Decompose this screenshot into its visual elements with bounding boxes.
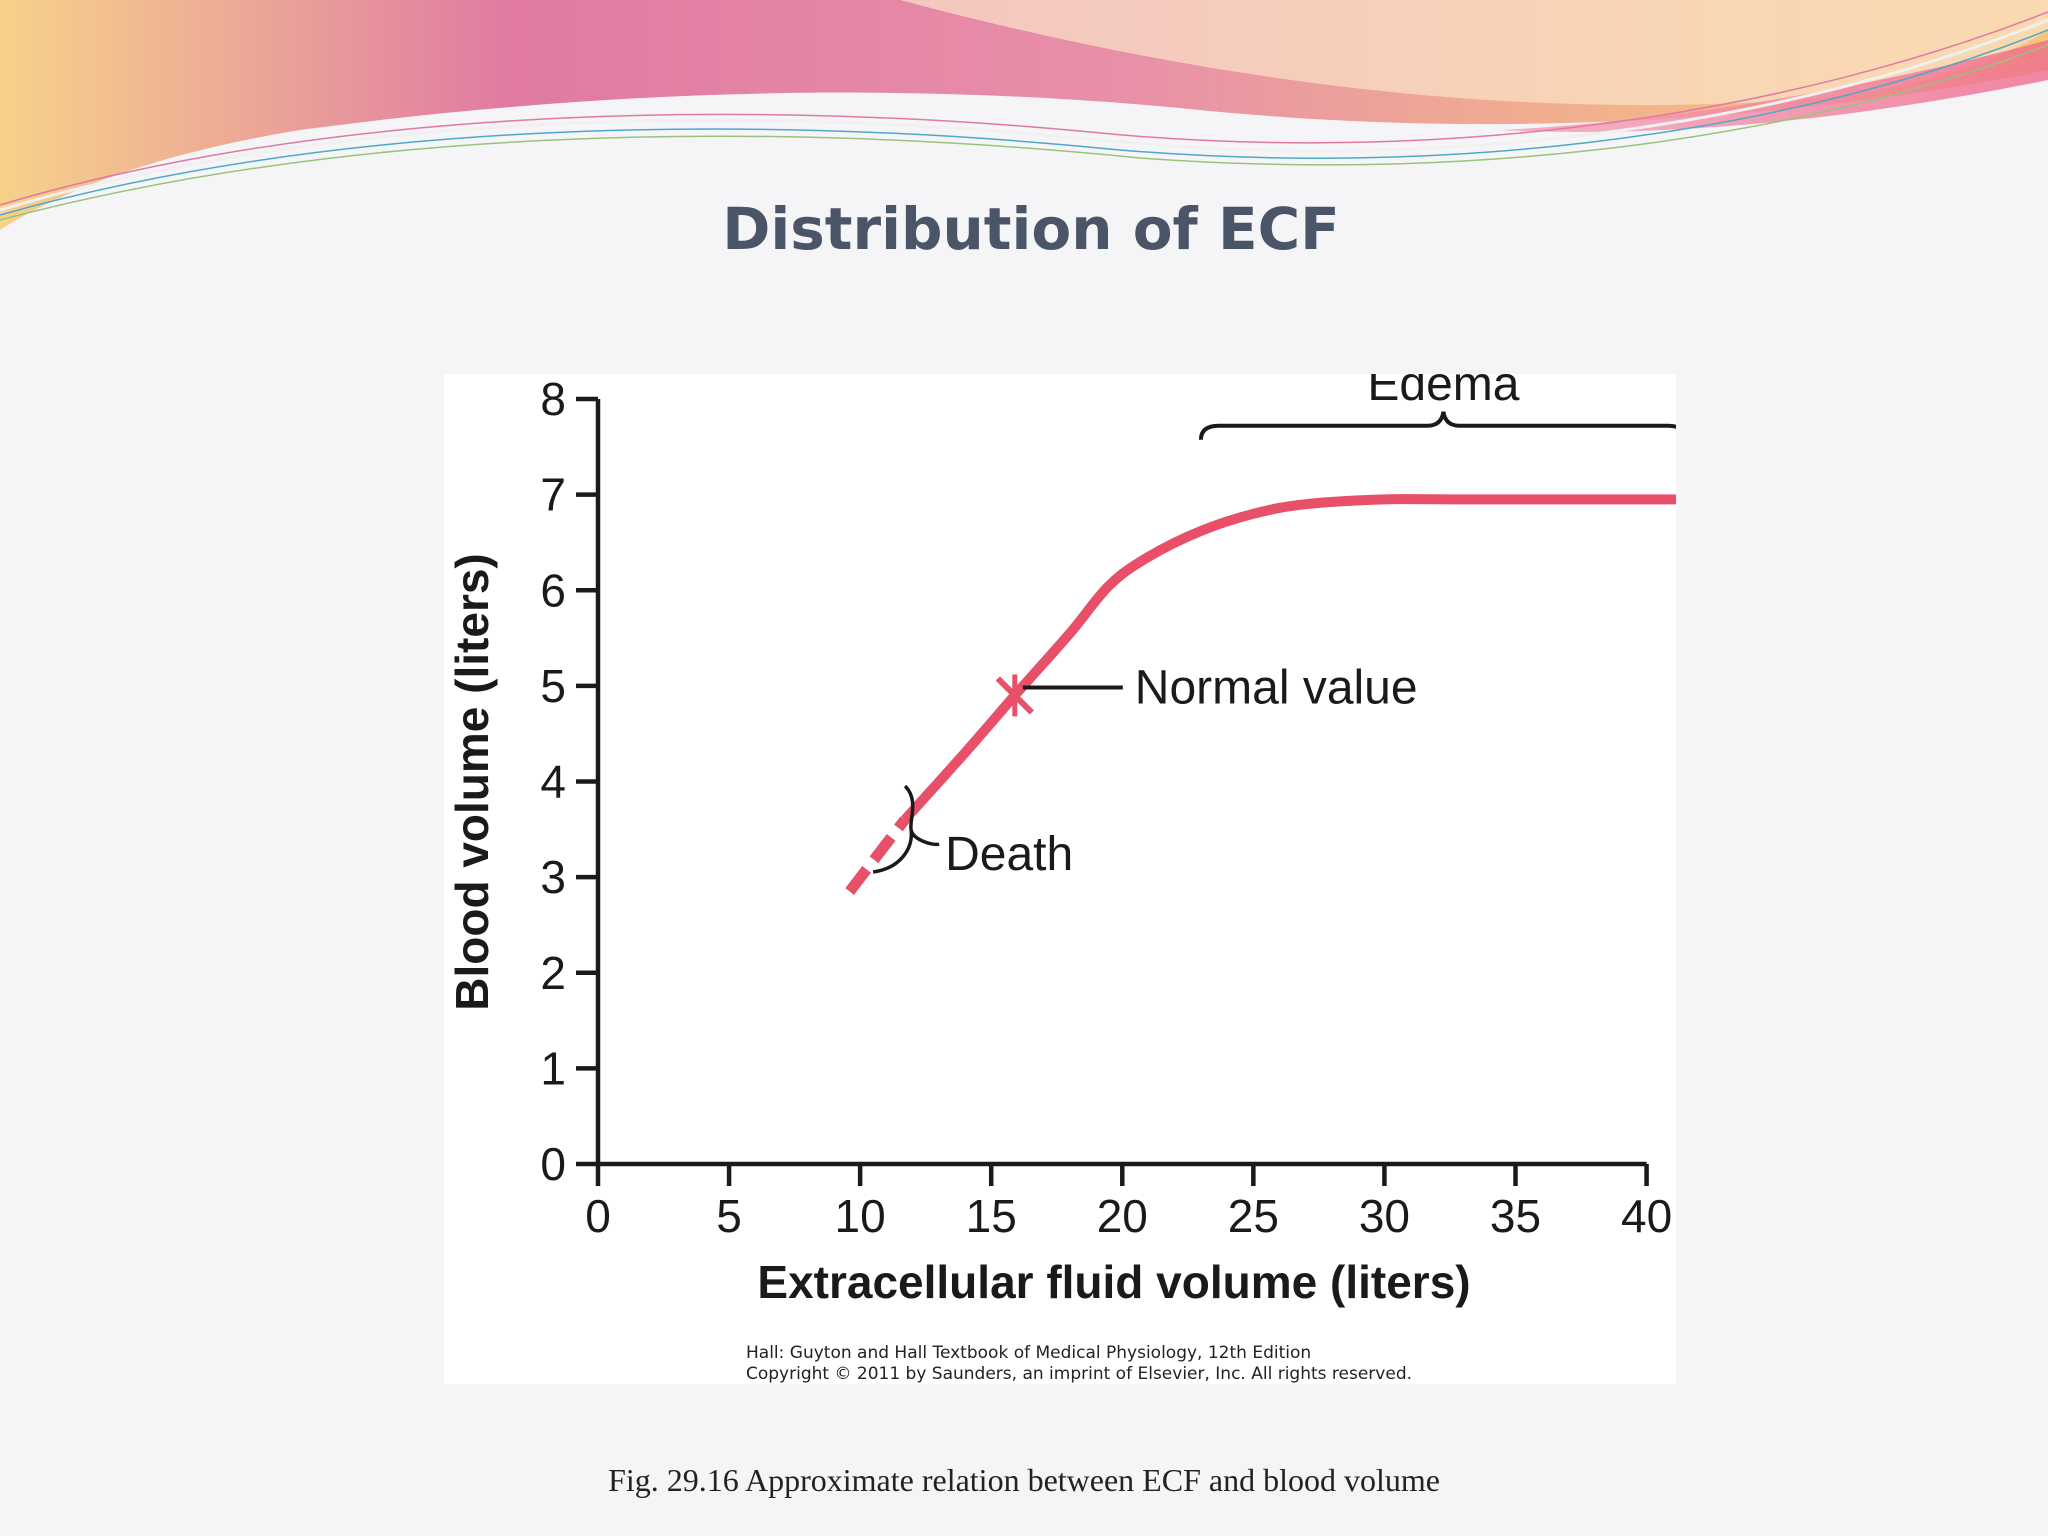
x-tick-label: 10: [835, 1190, 886, 1242]
credit-line-2: Copyright © 2011 by Saunders, an imprint…: [746, 1364, 1412, 1384]
y-tick-label: 7: [540, 469, 566, 521]
y-tick-label: 4: [540, 756, 566, 808]
y-tick-label: 6: [540, 564, 566, 616]
y-tick-label: 3: [540, 851, 566, 903]
x-tick-label: 40: [1621, 1190, 1672, 1242]
figure-panel: 0 5 10 15 20 25 30 35 40 0 1 2 3 4 5 6 7 8 Edema Normal v…: [444, 374, 1676, 1384]
x-tick-label: 35: [1490, 1190, 1541, 1242]
death-brace: [872, 784, 940, 874]
axes: [595, 399, 1647, 1167]
credit-line-1: Hall: Guyton and Hall Textbook of Medica…: [746, 1343, 1311, 1363]
y-tick-label: 5: [540, 660, 566, 712]
death-label: Death: [945, 828, 1073, 881]
edema-brace: [1198, 411, 1676, 440]
x-tick-label: 30: [1359, 1190, 1410, 1242]
curve-dashed-segment: [845, 816, 910, 895]
x-tick-label: 5: [716, 1190, 742, 1242]
x-axis-label: Extracellular fluid volume (liters): [757, 1256, 1470, 1308]
y-tick-label: 1: [540, 1042, 566, 1094]
y-tick-label: 0: [540, 1138, 566, 1190]
x-tick-label: 25: [1228, 1190, 1279, 1242]
curve-group: [845, 494, 1676, 895]
slide-title: Distribution of ECF: [722, 195, 1340, 263]
normal-value-label: Normal value: [1135, 661, 1418, 714]
y-tick-label: 8: [540, 374, 566, 425]
x-tick-label: 20: [1097, 1190, 1148, 1242]
x-tick-label: 0: [585, 1190, 611, 1242]
figure-caption: Fig. 29.16 Approximate relation between …: [608, 1462, 1440, 1498]
x-tick-label: 15: [966, 1190, 1017, 1242]
edema-label: Edema: [1367, 374, 1519, 411]
ticks: 0 5 10 15 20 25 30 35 40 0 1 2 3 4 5 6 7 8: [540, 374, 1672, 1242]
annotations: Edema Normal value Death: [872, 374, 1676, 881]
y-axis-label: Blood volume (liters): [446, 553, 498, 1010]
ecf-blood-volume-chart: 0 5 10 15 20 25 30 35 40 0 1 2 3 4 5 6 7 8 Edema Normal v…: [446, 374, 1676, 1384]
decorative-banner: [0, 0, 2048, 230]
curve-solid-segment: [900, 494, 1676, 824]
y-tick-label: 2: [540, 947, 566, 999]
